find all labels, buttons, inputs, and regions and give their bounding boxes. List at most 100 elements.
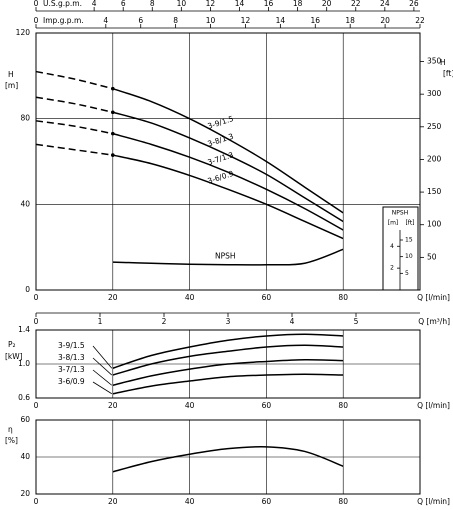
- leader-line: [92, 345, 113, 369]
- axis-tick-label: 24: [380, 0, 390, 8]
- axis-tick-label: 4: [103, 16, 108, 25]
- series-label: 3-7/1.3: [58, 365, 85, 374]
- curve: [112, 333, 344, 369]
- axis-tick-label: 3: [226, 317, 231, 326]
- axis-tick-label: 14: [276, 16, 286, 25]
- y2-axis-unit: [ft]: [443, 69, 453, 78]
- npsh-unit: [ft]: [405, 220, 414, 227]
- leader-line: [92, 369, 113, 386]
- y2-tick-label: 50: [427, 252, 437, 261]
- curve: [35, 96, 113, 113]
- x-tick-label: 40: [185, 293, 195, 302]
- axis-tick-label: 16: [310, 16, 320, 25]
- curve: [112, 248, 344, 266]
- axis-tick-label: 26: [409, 0, 419, 8]
- series-label: NPSH: [215, 252, 236, 261]
- y-tick-label: 120: [16, 28, 31, 37]
- axis-name: Imp.g.p.m.: [43, 16, 84, 25]
- series-label: 3-7/1.3: [206, 150, 234, 167]
- x-axis-label: Q [l/min]: [417, 497, 450, 506]
- curve: [112, 111, 344, 223]
- npsh-unit: [m]: [388, 220, 399, 227]
- y-tick-label: 60: [20, 415, 30, 424]
- series-label: 3-9/1.5: [58, 341, 85, 350]
- y-tick-label: 0.6: [18, 393, 30, 402]
- x-tick-label: 80: [338, 497, 348, 506]
- y-axis-unit: [m]: [5, 81, 18, 90]
- y-tick-label: 0: [25, 285, 30, 294]
- y2-axis-label: H: [440, 58, 446, 67]
- curve-point: [111, 110, 115, 115]
- y-tick-label: 20: [20, 489, 30, 498]
- x-tick-label: 20: [108, 401, 118, 410]
- axis-tick-label: 22: [351, 0, 361, 8]
- x-tick-label: 80: [338, 401, 348, 410]
- x-tick-label: 40: [185, 497, 195, 506]
- y2-tick-label: 200: [427, 154, 442, 163]
- x-axis-label: Q [l/min]: [417, 401, 450, 410]
- curve: [112, 373, 344, 395]
- series-label: 3-6/0.9: [206, 169, 234, 186]
- axis-tick-label: 8: [150, 0, 155, 8]
- x-tick-label: 0: [34, 293, 39, 302]
- x-tick-label: 80: [338, 293, 348, 302]
- axis-tick-label: 4: [290, 317, 295, 326]
- curve-point: [111, 131, 115, 136]
- curve: [112, 87, 344, 214]
- x-axis-label: Q [l/min]: [417, 293, 450, 302]
- curve: [112, 154, 344, 240]
- npsh-tick-label: 5: [405, 270, 409, 277]
- curve: [112, 344, 344, 376]
- y-axis-unit: [kW]: [5, 352, 23, 361]
- npsh-tick-label: 15: [405, 237, 413, 244]
- y-axis-label: H: [8, 70, 14, 79]
- series-label: 3-6/0.9: [58, 377, 85, 386]
- axis-tick-label: 10: [206, 16, 216, 25]
- npsh-tick-label: 4: [390, 243, 394, 250]
- x-tick-label: 40: [185, 401, 195, 410]
- axis-tick-label: 4: [92, 0, 97, 8]
- y-axis-unit: [%]: [5, 436, 18, 445]
- axis-tick-label: 8: [173, 16, 178, 25]
- axis-tick-label: 18: [345, 16, 355, 25]
- axis-tick-label: 0: [34, 0, 39, 8]
- curve: [112, 132, 344, 231]
- y-tick-label: 40: [20, 452, 30, 461]
- axis-tick-label: 16: [264, 0, 274, 8]
- x-tick-label: 0: [34, 497, 39, 506]
- npsh-tick-label: 10: [405, 253, 413, 260]
- curve-point: [111, 86, 115, 91]
- y-axis-label: η: [8, 425, 13, 434]
- y2-tick-label: 100: [427, 220, 442, 229]
- curve: [35, 70, 113, 90]
- axis-tick-label: 6: [138, 16, 143, 25]
- axis-tick-label: 12: [206, 0, 216, 8]
- y-tick-label: 40: [20, 199, 30, 208]
- axis-tick-label: 6: [121, 0, 126, 8]
- npsh-title: NPSH: [392, 210, 408, 217]
- axis-tick-label: 1: [98, 317, 103, 326]
- y2-tick-label: 350: [427, 57, 442, 66]
- axis-tick-label: 0: [34, 317, 39, 326]
- series-label: 3-8/1.3: [206, 131, 234, 148]
- axis-tick-label: 5: [354, 317, 359, 326]
- curve-point: [111, 153, 115, 157]
- x-tick-label: 60: [262, 293, 272, 302]
- axis-name: U.S.g.p.m.: [43, 0, 82, 8]
- axis-tick-label: 0: [34, 16, 39, 25]
- npsh-tick-label: 2: [390, 265, 394, 272]
- y2-tick-label: 300: [427, 89, 442, 98]
- axis-tick-label: 2: [162, 317, 167, 326]
- leader-line: [92, 357, 113, 376]
- axis-tick-label: 18: [293, 0, 303, 8]
- y-tick-label: 1.0: [18, 359, 30, 368]
- curve: [35, 143, 113, 156]
- curve: [112, 445, 344, 473]
- axis-tick-label: 10: [177, 0, 187, 8]
- axis-tick-label: 20: [322, 0, 332, 8]
- curve: [112, 358, 344, 386]
- x-tick-label: 60: [262, 401, 272, 410]
- series-label: 3-8/1.3: [58, 353, 85, 362]
- y2-tick-label: 150: [427, 187, 442, 196]
